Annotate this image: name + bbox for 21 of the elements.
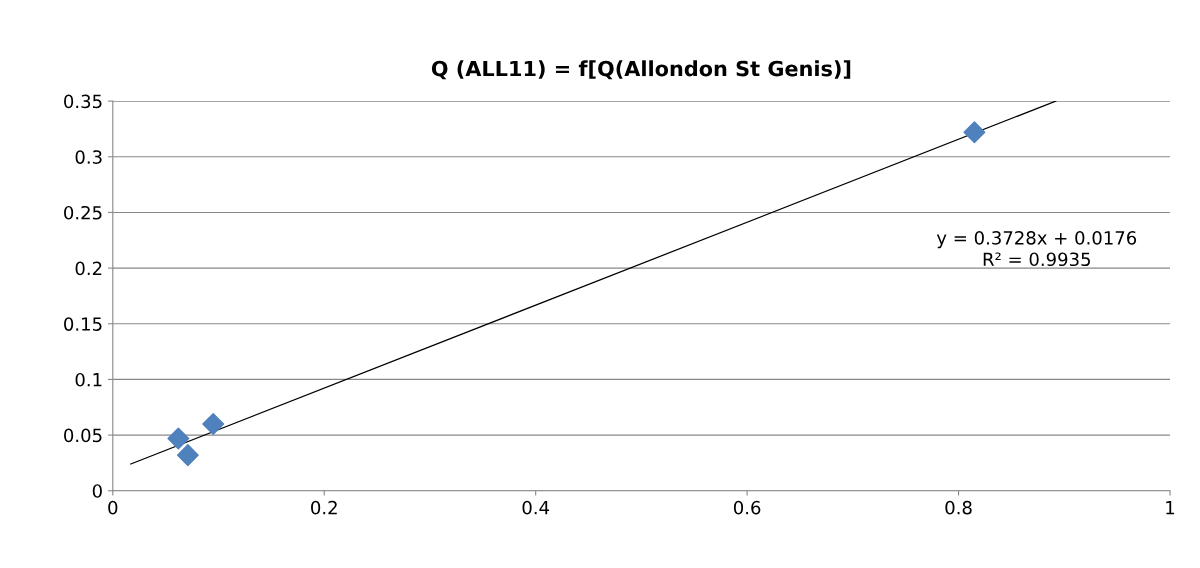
y-tick-label: 0.15 <box>64 317 102 331</box>
x-tick-label: 1 <box>1166 501 1175 515</box>
annotation: y = 0.3728x + 0.0176 <box>936 231 1137 249</box>
y-tick-label: 0.25 <box>64 205 102 220</box>
x-tick-label: 0.4 <box>522 500 550 515</box>
point <box>963 121 986 144</box>
point <box>167 427 190 450</box>
annotation: R² = 0.9935 <box>983 252 1090 267</box>
y-tick-label: 0.35 <box>64 94 102 109</box>
y-tick-label: 0.1 <box>75 372 102 387</box>
y-tick-label: 0.05 <box>64 428 102 443</box>
x-tick-label: 0 <box>108 500 118 515</box>
chart-title: Q (ALL11) = f[Q(Allondon St Genis)] <box>431 60 851 80</box>
point <box>202 412 225 435</box>
x-tick-label: 0.6 <box>733 500 761 515</box>
x-tick-label: 0.8 <box>945 500 972 515</box>
y-tick-label: 0 <box>92 484 102 498</box>
point <box>176 444 199 467</box>
y-tick-label: 0.3 <box>75 150 102 164</box>
y-tick-label: 0.2 <box>75 261 102 276</box>
x-tick-label: 0.2 <box>311 500 337 515</box>
